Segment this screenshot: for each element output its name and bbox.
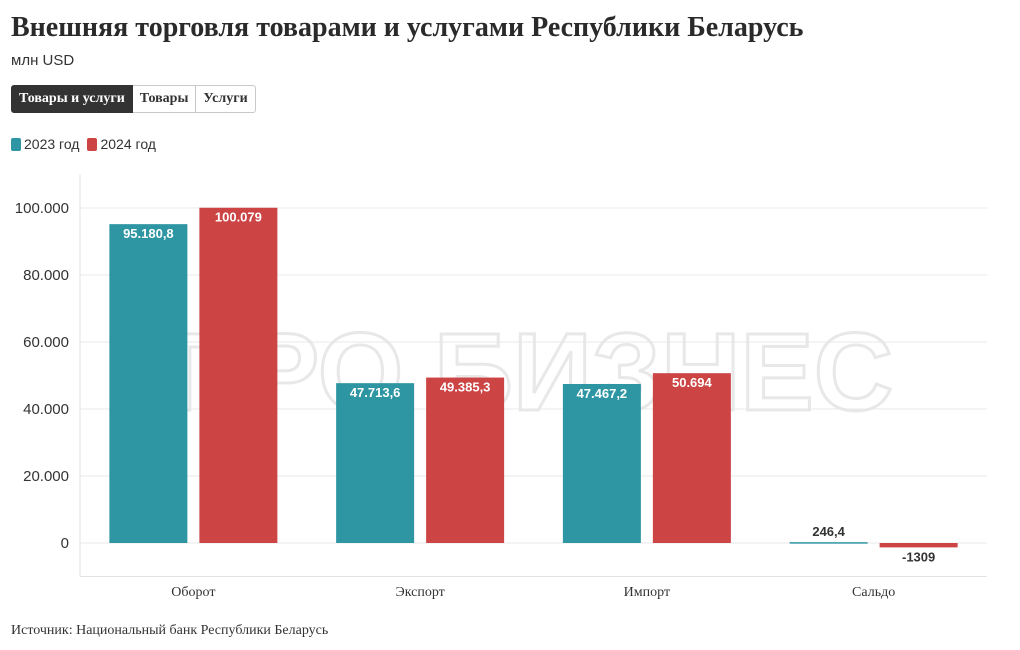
chart-subtitle: млн USD [11, 52, 75, 69]
x-category-label: Импорт [624, 585, 670, 600]
data-label: 50.694 [672, 375, 713, 390]
data-label: -1309 [902, 549, 935, 564]
legend-item-2023[interactable]: 2023 год [11, 136, 79, 152]
data-type-tabs: Товары и услуги Товары Услуги [11, 85, 256, 113]
data-label: 47.713,6 [350, 385, 401, 400]
data-label: 49.385,3 [440, 380, 491, 395]
data-label: 246,4 [812, 524, 845, 539]
legend-label-2024: 2024 год [100, 136, 156, 152]
legend-item-2024[interactable]: 2024 год [87, 136, 156, 152]
x-category-label: Экспорт [395, 585, 444, 600]
y-tick-label: 100.000 [15, 200, 69, 217]
source-note: Источник: Национальный банк Республики Б… [11, 623, 329, 638]
chart-legend: 2023 год 2024 год [11, 136, 164, 152]
tab-goods-and-services[interactable]: Товары и услуги [11, 85, 133, 113]
legend-swatch-2024 [87, 137, 98, 151]
x-category-label: Оборот [171, 585, 215, 600]
tab-goods[interactable]: Товары [132, 85, 197, 113]
y-tick-label: 40.000 [23, 401, 69, 418]
data-label: 47.467,2 [577, 386, 628, 401]
watermark-logo: ПРО БИЗНЕС [167, 311, 893, 434]
bar [109, 224, 188, 543]
y-tick-label: 80.000 [23, 267, 69, 284]
y-tick-label: 20.000 [23, 468, 69, 485]
bar-chart: 0 20.000 40.000 60.000 80.000 100.000 ПРО БИЗН… [15, 174, 987, 600]
x-category-label: Сальдо [852, 585, 895, 600]
bar [879, 543, 958, 548]
bar [652, 373, 731, 543]
bar [562, 383, 641, 543]
legend-label-2023: 2023 год [24, 136, 80, 152]
bar [336, 383, 415, 543]
bar [199, 207, 278, 543]
chart-title: Внешняя торговля товарами и услугами Рес… [11, 12, 804, 43]
bar [426, 377, 505, 543]
y-tick-label: 60.000 [23, 334, 69, 351]
y-tick-label: 0 [61, 535, 69, 552]
bar [789, 542, 868, 544]
data-label: 100.079 [215, 210, 262, 225]
tab-services[interactable]: Услуги [196, 85, 256, 113]
legend-swatch-2023 [11, 137, 21, 151]
data-label: 95.180,8 [123, 226, 174, 241]
